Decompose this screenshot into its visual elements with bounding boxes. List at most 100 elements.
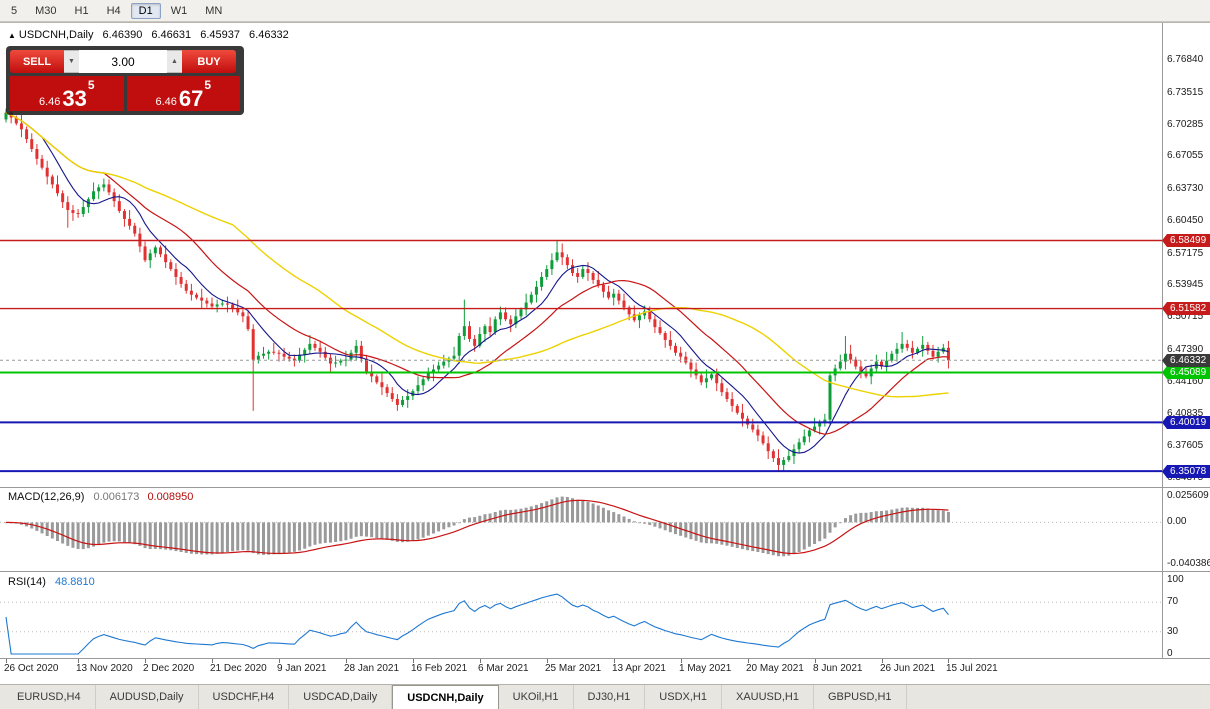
volume-increase-button[interactable]: ▲ xyxy=(167,50,182,73)
level-price-tag[interactable]: 6.40019 xyxy=(1162,416,1210,429)
timeframe-button-mn[interactable]: MN xyxy=(205,4,223,17)
macd-bar xyxy=(519,508,523,523)
candle-body xyxy=(571,265,574,274)
macd-bar xyxy=(334,522,338,542)
chart-tab-eurusd-h4[interactable]: EURUSD,H4 xyxy=(3,685,96,709)
candle-body xyxy=(514,316,518,325)
candle-body xyxy=(766,443,770,452)
macd-bar xyxy=(292,522,296,552)
candle-body xyxy=(76,212,80,214)
chart-tab-gbpusd-h1[interactable]: GBPUSD,H1 xyxy=(814,685,907,709)
rsi-pane[interactable] xyxy=(0,572,1162,658)
time-axis-label: 13 Nov 2020 xyxy=(76,663,133,674)
volume-input[interactable] xyxy=(79,50,167,73)
candle-body xyxy=(921,344,925,349)
price-axis-label: 6.44160 xyxy=(1167,376,1204,387)
candle-body xyxy=(179,276,183,284)
candle-body xyxy=(40,158,44,168)
pane-separator[interactable] xyxy=(0,571,1210,572)
macd-bar xyxy=(97,522,101,545)
candles-layer xyxy=(4,105,950,471)
macd-bar xyxy=(277,522,281,554)
macd-bar xyxy=(823,522,827,539)
candle-body xyxy=(478,334,482,346)
macd-bar xyxy=(112,522,116,542)
timeframe-button-m30[interactable]: M30 xyxy=(35,4,57,17)
candle-body xyxy=(802,436,806,443)
level-price-tag[interactable]: 6.45089 xyxy=(1162,366,1210,379)
candle-body xyxy=(627,307,631,315)
macd-pane[interactable] xyxy=(0,488,1162,571)
candle-body xyxy=(658,327,662,334)
candle-body xyxy=(246,316,250,330)
macd-bar xyxy=(571,498,574,523)
macd-bar xyxy=(813,522,817,544)
volume-decrease-button[interactable]: ▼ xyxy=(64,50,79,73)
macd-bar xyxy=(406,522,410,542)
macd-bar xyxy=(782,522,786,557)
macd-bar xyxy=(205,522,209,555)
chart-tab-usdchf-h4[interactable]: USDCHF,H4 xyxy=(199,685,290,709)
macd-bar xyxy=(426,522,430,536)
candle-body xyxy=(787,456,791,461)
candle-body xyxy=(169,262,173,270)
time-axis-tick xyxy=(614,659,615,663)
macd-bar xyxy=(627,518,631,523)
timeframe-button-d1[interactable]: D1 xyxy=(130,2,161,19)
sell-price-display[interactable]: 6.46 33 5 xyxy=(10,76,124,111)
macd-bar xyxy=(756,522,760,552)
trade-prices-row: 6.46 33 5 6.46 67 5 xyxy=(10,76,240,111)
macd-bar xyxy=(777,522,780,557)
candle-body xyxy=(153,247,157,254)
candle-body xyxy=(385,387,389,394)
candle-body xyxy=(50,176,54,185)
pane-separator xyxy=(0,658,1210,659)
macd-bar xyxy=(153,522,157,549)
candle-body xyxy=(4,112,8,120)
candle-body xyxy=(859,366,863,373)
one-click-panel-toggle-icon[interactable]: ▲ xyxy=(8,31,16,40)
bar-close-value: 6.46332 xyxy=(249,29,289,41)
macd-bar xyxy=(529,506,533,523)
candle-body xyxy=(359,345,363,359)
chart-tab-dj30-h1[interactable]: DJ30,H1 xyxy=(574,685,646,709)
chart-tab-usdcnh-daily[interactable]: USDCNH,Daily xyxy=(392,685,499,709)
candle-body xyxy=(591,273,595,280)
pane-separator[interactable] xyxy=(0,487,1210,488)
time-axis-tick xyxy=(78,659,79,663)
macd-bar xyxy=(581,500,585,523)
time-axis-label: 13 Apr 2021 xyxy=(612,663,666,674)
price-axis-label: 6.47390 xyxy=(1167,344,1204,355)
macd-bar xyxy=(365,522,368,537)
level-price-tag[interactable]: 6.58499 xyxy=(1162,234,1210,247)
level-price-tag[interactable]: 6.51582 xyxy=(1162,302,1210,315)
buy-price-display[interactable]: 6.46 67 5 xyxy=(126,76,240,111)
chart-tab-usdcad-daily[interactable]: USDCAD,Daily xyxy=(289,685,393,709)
candle-body xyxy=(529,294,533,303)
macd-bar xyxy=(56,522,59,541)
candle-body xyxy=(540,276,544,287)
chart-tab-usdx-h1[interactable]: USDX,H1 xyxy=(645,685,722,709)
timeframe-button-h1[interactable]: H1 xyxy=(74,4,89,17)
timeframe-button-w1[interactable]: W1 xyxy=(170,4,188,17)
chart-tab-audusd-daily[interactable]: AUDUSD,Daily xyxy=(96,685,199,709)
timeframe-button-5[interactable]: 5 xyxy=(11,4,18,17)
macd-bar xyxy=(854,513,858,523)
time-axis-tick xyxy=(6,659,7,663)
candle-body xyxy=(468,326,471,339)
current-price-tag: 6.46332 xyxy=(1162,354,1210,367)
macd-bar xyxy=(828,522,832,533)
candle-body xyxy=(885,360,889,367)
time-axis-tick xyxy=(948,659,949,663)
sell-button[interactable]: SELL xyxy=(10,50,64,73)
candle-body xyxy=(828,375,832,420)
timeframe-button-h4[interactable]: H4 xyxy=(106,4,121,17)
chart-tab-xauusd-h1[interactable]: XAUUSD,H1 xyxy=(722,685,814,709)
macd-bar xyxy=(241,522,245,551)
buy-button[interactable]: BUY xyxy=(182,50,236,73)
macd-bar xyxy=(838,522,842,524)
symbol-title: USDCNH,Daily xyxy=(18,29,94,41)
level-price-tag[interactable]: 6.35078 xyxy=(1162,465,1210,478)
macd-bar xyxy=(746,522,750,551)
chart-tab-ukoil-h1[interactable]: UKOil,H1 xyxy=(499,685,574,709)
